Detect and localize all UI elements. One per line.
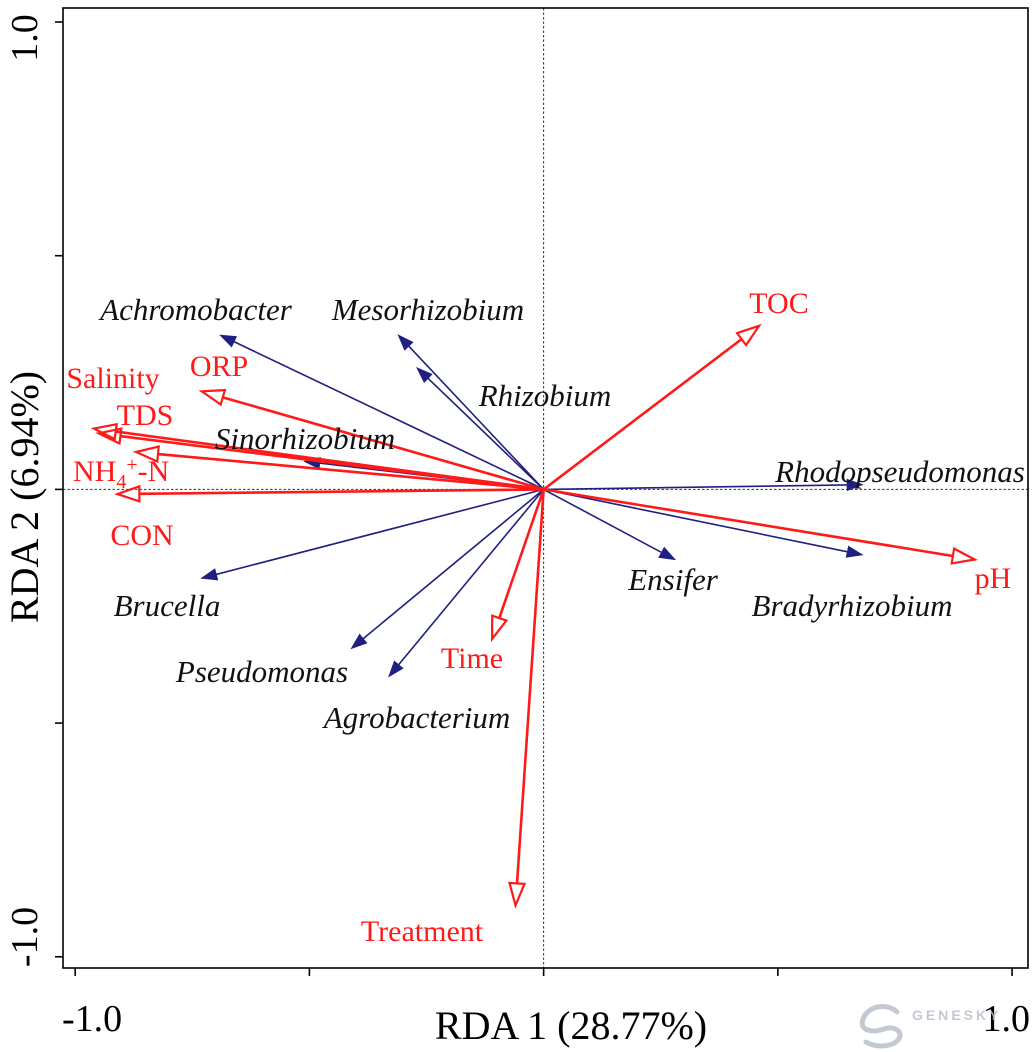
arrowhead xyxy=(132,445,160,464)
arrow-rhizobium xyxy=(416,366,545,490)
arrowhead xyxy=(200,568,219,581)
species-label-ensifer: Ensifer xyxy=(627,562,718,597)
arrow-time xyxy=(490,488,545,643)
x-axis-title: RDA 1 (28.77%) xyxy=(435,1003,707,1048)
arrow-treatment xyxy=(508,489,545,909)
env-label-salinity: Salinity xyxy=(66,362,159,395)
arrow-shaft xyxy=(362,488,545,640)
arrowhead xyxy=(490,614,509,643)
species-label-pseudomonas: Pseudomonas xyxy=(175,654,348,689)
env-label-toc: TOC xyxy=(749,287,808,320)
arrow-shaft xyxy=(139,488,544,496)
arrow-brucella xyxy=(200,488,544,581)
x-tick-label-right: 1.0 xyxy=(983,998,1031,1040)
arrowhead xyxy=(508,881,527,909)
x-axis-ticks xyxy=(74,968,1013,976)
arrowhead xyxy=(388,660,404,678)
species-label-rhizobium: Rhizobium xyxy=(478,378,612,413)
logo-swoosh-icon xyxy=(859,1004,903,1049)
arrow-ph xyxy=(543,488,978,565)
arrow-shaft xyxy=(233,340,544,491)
arrowhead xyxy=(219,334,238,348)
arrowhead xyxy=(350,633,368,650)
arrow-agrobacterium xyxy=(388,488,545,678)
arrow-shaft xyxy=(427,377,545,490)
species-labels: Achromobacter Mesorhizobium Rhizobium Si… xyxy=(98,292,1025,735)
plot-frame xyxy=(62,7,1029,969)
arrow-shaft xyxy=(543,488,848,553)
arrow-rhodopseudomonas xyxy=(543,478,864,492)
arrow-shaft xyxy=(543,484,848,491)
arrow-shaft xyxy=(408,345,545,490)
env-label-ph: pH xyxy=(975,562,1012,595)
arrowhead xyxy=(416,366,433,384)
species-label-mesorhizobium: Mesorhizobium xyxy=(331,292,524,327)
arrow-shaft xyxy=(498,488,545,619)
arrow-con xyxy=(113,484,544,503)
env-label-time: Time xyxy=(441,642,503,675)
arrow-mesorhizobium xyxy=(397,334,545,490)
env-labels: TOC pH Time Treatment CON NH4+-N TDS Sal… xyxy=(66,287,1011,948)
arrow-shaft xyxy=(397,488,545,666)
arrowhead xyxy=(198,388,227,407)
env-label-treatment: Treatment xyxy=(361,915,484,948)
arrowhead xyxy=(95,427,123,446)
arrow-bradyrhizobium xyxy=(543,488,864,558)
arrowhead xyxy=(658,546,677,561)
species-label-brucella: Brucella xyxy=(114,588,221,623)
y-axis-ticks xyxy=(55,21,63,958)
species-label-agrobacterium: Agrobacterium xyxy=(322,700,511,735)
arrow-achromobacter xyxy=(219,334,544,491)
env-label-nh4-n: NH4+-N xyxy=(73,454,169,493)
watermark-logo: GENESKY xyxy=(859,1004,1001,1049)
arrow-shaft xyxy=(543,488,662,554)
env-label-orp: ORP xyxy=(190,350,248,383)
logo-brand-text: GENESKY xyxy=(912,1007,1001,1023)
arrowhead xyxy=(846,478,864,492)
species-label-rhodopseudomonas: Rhodopseudomonas xyxy=(774,454,1025,489)
y-tick-label-bottom: -1.0 xyxy=(4,907,46,967)
species-label-bradyrhizobium: Bradyrhizobium xyxy=(752,588,953,623)
arrow-ensifer xyxy=(543,488,677,561)
arrow-pseudomonas xyxy=(350,488,545,650)
species-label-achromobacter: Achromobacter xyxy=(98,292,293,327)
arrow-shaft xyxy=(515,489,545,884)
x-tick-label-left: -1.0 xyxy=(62,998,122,1040)
arrowhead xyxy=(90,422,118,441)
arrow-shaft xyxy=(215,488,544,576)
arrowhead xyxy=(735,323,762,347)
arrow-shaft xyxy=(115,430,544,491)
arrow-shaft xyxy=(222,396,544,491)
arrow-nh4-n xyxy=(132,445,544,491)
env-label-tds: TDS xyxy=(117,399,174,432)
species-label-sinorhizobium: Sinorhizobium xyxy=(215,421,395,456)
arrowhead xyxy=(397,334,414,351)
arrow-shaft xyxy=(157,452,544,491)
arrow-shaft xyxy=(542,338,743,491)
arrow-salinity xyxy=(90,422,544,491)
arrow-orp xyxy=(198,388,544,491)
biplot-arrows xyxy=(90,323,978,909)
arrowhead xyxy=(113,484,141,503)
arrowhead xyxy=(845,545,864,558)
y-tick-label-top: 1.0 xyxy=(4,14,46,62)
arrowhead xyxy=(950,546,978,565)
env-label-con: CON xyxy=(110,519,173,552)
arrow-shaft xyxy=(543,488,954,558)
y-axis-title: RDA 2 (6.94%) xyxy=(2,371,47,623)
arrow-toc xyxy=(542,323,762,491)
